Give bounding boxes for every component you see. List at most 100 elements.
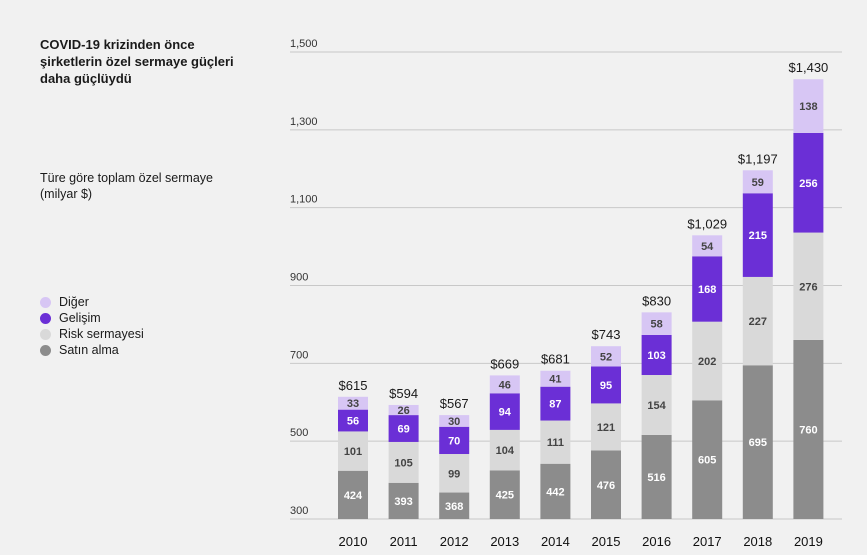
bar-value-label: 442 (546, 486, 564, 498)
legend-label: Diğer (59, 295, 89, 309)
bar-segment-risk-sermayesi (540, 420, 571, 464)
bar-total-label: $830 (642, 293, 671, 308)
legend-item-diger: Diğer (40, 294, 144, 310)
bar-total-label: $681 (541, 352, 570, 367)
bar-value-label: 41 (549, 374, 561, 386)
bar-value-label: 425 (496, 490, 514, 502)
bar-value-label: 368 (445, 501, 463, 513)
bar-segment-diğer (641, 312, 672, 335)
bar-value-label: 393 (394, 496, 412, 508)
bar-value-label: 54 (701, 241, 714, 253)
bar-total-label: $567 (440, 396, 469, 411)
bar-value-label: 215 (749, 230, 767, 242)
x-tick-label: 2018 (743, 534, 772, 549)
bar-segment-risk-sermayesi (591, 403, 621, 451)
x-tick-label: 2017 (693, 534, 722, 549)
bar-value-label: 121 (597, 422, 615, 434)
x-tick-label: 2013 (490, 534, 519, 549)
bar-value-label: 103 (647, 350, 665, 362)
bar-segment-satın-alma (439, 492, 470, 519)
bar-value-label: 46 (499, 379, 511, 391)
bar-value-label: 227 (749, 316, 767, 328)
bar-value-label: 154 (647, 400, 666, 412)
bar-segment-gelişim (591, 366, 621, 404)
bar-segment-satın-alma (540, 463, 571, 519)
legend-label: Satın alma (59, 343, 119, 357)
bar-segment-risk-sermayesi (692, 321, 723, 401)
x-tick-label: 2014 (541, 534, 570, 549)
y-tick-label: 700 (290, 349, 308, 361)
bar-total-label: $594 (389, 386, 418, 401)
bar-total-label: $669 (490, 356, 519, 371)
chart-subtitle: Türe göre toplam özel sermaye (milyar $) (40, 171, 213, 201)
bar-segment-satın-alma (591, 450, 621, 519)
bar-value-label: 104 (496, 445, 515, 457)
bar-segment-gelişim (793, 132, 824, 233)
bar-segment-satın-alma (338, 470, 368, 519)
bar-value-label: 59 (752, 177, 764, 189)
legend-item-risk-sermayesi: Risk sermayesi (40, 326, 144, 342)
bar-segment-risk-sermayesi (742, 276, 773, 366)
bar-value-label: 33 (347, 398, 359, 410)
bar-segment-risk-sermayesi (388, 441, 419, 483)
bar-segment-gelişim (692, 256, 723, 322)
y-tick-label: 900 (290, 272, 308, 284)
bar-value-label: 30 (448, 416, 460, 428)
bar-segment-gelişim (540, 386, 571, 421)
y-tick-label: 1,500 (290, 38, 318, 50)
x-tick-label: 2019 (794, 534, 823, 549)
bar-value-label: 26 (397, 405, 409, 417)
bar-segment-diğer (338, 396, 368, 410)
bar-segment-diğer (540, 370, 571, 387)
bar-value-label: 256 (799, 178, 817, 190)
bar-segment-satın-alma (692, 400, 723, 519)
bar-value-label: 111 (547, 437, 564, 449)
legend-label: Gelişim (59, 311, 101, 325)
bar-segment-satın-alma (388, 482, 419, 519)
bar-segment-satın-alma (641, 434, 672, 519)
chart-title: COVID-19 krizinden önce şirketlerin özel… (40, 37, 234, 86)
bar-segment-gelişim (388, 415, 419, 442)
bar-segment-risk-sermayesi (793, 232, 824, 340)
bar-value-label: 52 (600, 351, 612, 363)
legend-swatch-diger (40, 296, 51, 308)
x-tick-label: 2012 (440, 534, 469, 549)
bar-value-label: 94 (499, 407, 512, 419)
bar-segment-gelişim (742, 193, 773, 277)
bar-segment-risk-sermayesi (338, 431, 368, 471)
y-tick-label: 500 (290, 427, 308, 439)
x-tick-label: 2016 (642, 534, 671, 549)
bar-value-label: 70 (448, 435, 460, 447)
bar-value-label: 56 (347, 416, 359, 428)
legend-item-satin-alma: Satın alma (40, 342, 144, 358)
bar-value-label: 516 (647, 472, 665, 484)
bar-total-label: $1,029 (687, 216, 727, 231)
bar-total-label: $615 (339, 378, 368, 393)
bar-value-label: 476 (597, 480, 615, 492)
bar-segment-risk-sermayesi (641, 375, 672, 435)
bar-value-label: 105 (394, 457, 412, 469)
x-tick-label: 2010 (339, 534, 368, 549)
bar-segment-satın-alma (489, 470, 520, 519)
bar-segment-diğer (439, 415, 470, 427)
legend-item-gelisim: Gelişim (40, 310, 144, 326)
y-tick-label: 300 (290, 505, 308, 517)
bar-total-label: $1,430 (789, 60, 829, 75)
bar-value-label: 99 (448, 468, 460, 480)
y-tick-label: 1,300 (290, 116, 318, 128)
x-tick-label: 2011 (390, 534, 418, 549)
bar-segment-gelişim (489, 393, 520, 430)
bar-segment-diğer (742, 170, 773, 194)
bar-value-label: 101 (344, 446, 362, 458)
legend-swatch-satin-alma (40, 344, 51, 356)
bar-segment-satın-alma (742, 365, 773, 519)
legend: Diğer Gelişim Risk sermayesi Satın alma (40, 294, 144, 358)
bar-value-label: 87 (549, 399, 561, 411)
bar-value-label: 424 (344, 490, 363, 502)
bar-segment-diğer (489, 375, 520, 394)
bar-value-label: 276 (799, 281, 817, 293)
bar-segment-diğer (793, 79, 824, 133)
bar-segment-satın-alma (793, 339, 824, 519)
legend-swatch-risk-sermayesi (40, 328, 51, 340)
